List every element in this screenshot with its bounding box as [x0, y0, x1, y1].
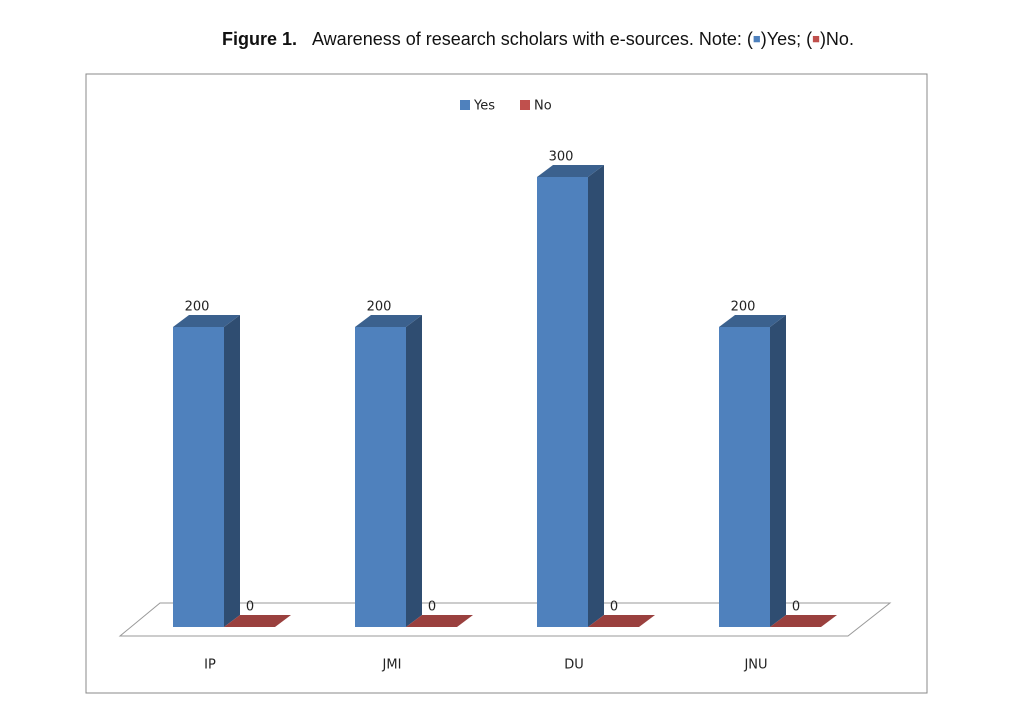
bar-side	[770, 315, 786, 627]
floor	[118, 602, 892, 637]
bar	[355, 327, 406, 627]
bar-top	[173, 315, 240, 327]
bar-top	[224, 615, 291, 627]
bar-top	[406, 615, 473, 627]
value-label: 0	[792, 600, 800, 615]
caption-marker: ■	[753, 31, 761, 46]
caption-marker: ■	[812, 31, 820, 46]
caption-part: )No.	[820, 29, 854, 49]
x-tick-label: JNU	[743, 658, 767, 673]
legend-swatch	[460, 100, 470, 110]
x-tick-label: JMI	[382, 658, 402, 673]
bar-side	[406, 315, 422, 627]
bar-top	[588, 615, 655, 627]
bar-side	[588, 165, 604, 627]
bar-top	[537, 165, 604, 177]
bar-top	[355, 315, 422, 327]
value-label: 300	[549, 150, 574, 165]
value-label: 200	[367, 300, 392, 315]
value-label: 0	[610, 600, 618, 615]
x-tick-label: IP	[204, 658, 216, 673]
value-label: 0	[428, 600, 436, 615]
bar-side	[224, 315, 240, 627]
legend-label: No	[534, 99, 552, 114]
value-label: 200	[185, 300, 210, 315]
bar	[173, 327, 224, 627]
bar-top	[719, 315, 786, 327]
bar	[719, 327, 770, 627]
caption: Awareness of research scholars with e-so…	[312, 29, 854, 49]
value-label: 0	[246, 600, 254, 615]
value-label: 200	[731, 300, 756, 315]
caption-part: Awareness of research scholars with e-so…	[312, 29, 753, 49]
caption-part: )Yes; (	[761, 29, 812, 49]
bar	[537, 177, 588, 627]
x-tick-label: DU	[564, 658, 584, 673]
figure-label: Figure 1.	[222, 29, 297, 49]
legend-swatch	[520, 100, 530, 110]
legend-label: Yes	[473, 99, 495, 114]
bar-top	[770, 615, 837, 627]
